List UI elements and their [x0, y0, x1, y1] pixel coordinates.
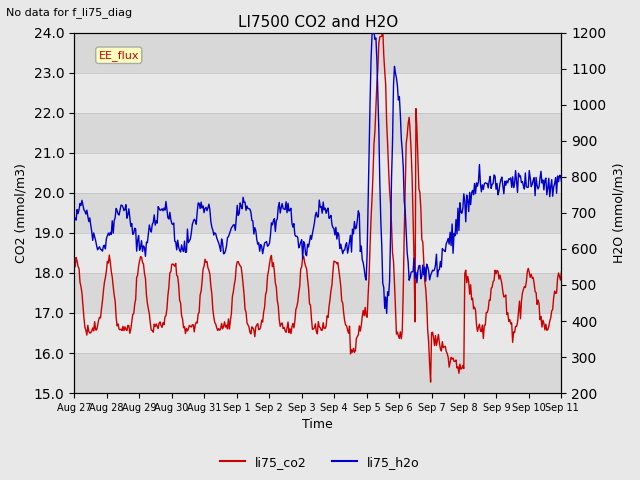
Bar	[74, 153, 561, 193]
Bar	[74, 273, 561, 313]
Bar	[74, 233, 561, 273]
Title: LI7500 CO2 and H2O: LI7500 CO2 and H2O	[237, 15, 398, 30]
X-axis label: Time: Time	[303, 419, 333, 432]
Legend: li75_co2, li75_h2o: li75_co2, li75_h2o	[215, 451, 425, 474]
Text: EE_flux: EE_flux	[99, 50, 139, 60]
Y-axis label: H2O (mmol/m3): H2O (mmol/m3)	[612, 163, 625, 263]
Y-axis label: CO2 (mmol/m3): CO2 (mmol/m3)	[15, 163, 28, 263]
Text: No data for f_li75_diag: No data for f_li75_diag	[6, 7, 132, 18]
Bar	[74, 193, 561, 233]
Bar	[74, 33, 561, 72]
Bar	[74, 113, 561, 153]
Bar	[74, 313, 561, 353]
Bar	[74, 72, 561, 113]
Bar	[74, 353, 561, 393]
